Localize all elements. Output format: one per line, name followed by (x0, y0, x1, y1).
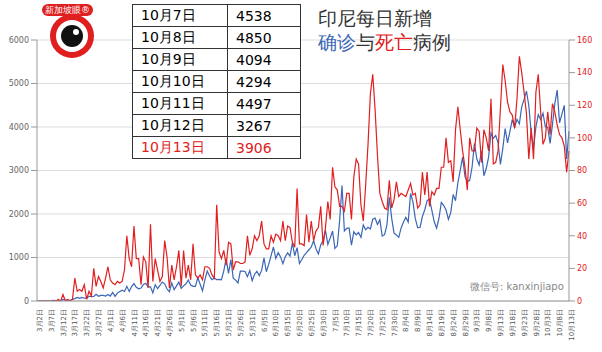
svg-text:5000: 5000 (9, 79, 29, 88)
svg-text:6月15日: 6月15日 (284, 309, 292, 336)
svg-text:4000: 4000 (9, 123, 29, 132)
svg-text:5月31日: 5月31日 (249, 309, 257, 336)
html-text:10月9日: 10月9日 (141, 50, 196, 67)
html-text:微信号: kanxinjiapo: 微信号: kanxinjiapo (470, 281, 564, 292)
svg-text:9月3日: 9月3日 (473, 309, 481, 332)
svg-text:4月6日: 4月6日 (119, 309, 127, 332)
svg-text:40: 40 (577, 232, 587, 241)
svg-text:4月1日: 4月1日 (107, 309, 115, 332)
svg-text:60: 60 (577, 199, 587, 208)
svg-text:6月25日: 6月25日 (308, 309, 316, 336)
svg-text:7月20日: 7月20日 (367, 309, 375, 336)
html-text:3906: 3906 (236, 139, 272, 156)
svg-text:2000: 2000 (9, 210, 29, 219)
svg-text:0: 0 (577, 297, 582, 306)
html-text:确诊与死亡病例: 确诊与死亡病例 (318, 31, 451, 53)
html-text:3267: 3267 (236, 117, 272, 134)
svg-text:1000: 1000 (9, 253, 29, 262)
svg-text:9月28日: 9月28日 (533, 309, 541, 336)
svg-text:9月8日: 9月8日 (485, 309, 493, 332)
html-text:10月12日: 10月12日 (141, 116, 205, 133)
svg-text:5月6日: 5月6日 (190, 309, 198, 332)
svg-text:6月30日: 6月30日 (320, 309, 328, 336)
svg-text:3月22日: 3月22日 (83, 309, 91, 336)
svg-text:5月16日: 5月16日 (213, 309, 221, 336)
svg-text:100: 100 (577, 134, 592, 143)
svg-text:6月10日: 6月10日 (272, 309, 280, 336)
svg-text:5月1日: 5月1日 (178, 309, 186, 332)
html-text:10月10日: 10月10日 (141, 72, 205, 89)
html-text:10月11日: 10月11日 (141, 94, 205, 111)
svg-text:5月21日: 5月21日 (225, 309, 233, 336)
svg-text:8月19日: 8月19日 (438, 309, 446, 336)
svg-text:3月2日: 3月2日 (36, 309, 44, 332)
html-text:4497: 4497 (236, 95, 272, 112)
svg-text:9月23日: 9月23日 (521, 309, 529, 336)
svg-text:7月25日: 7月25日 (379, 309, 387, 336)
svg-text:3月17日: 3月17日 (71, 309, 79, 336)
html-text:10月13日: 10月13日 (141, 138, 205, 155)
html-text:4850: 4850 (236, 29, 272, 46)
svg-text:7月15日: 7月15日 (355, 309, 363, 336)
svg-text:160: 160 (577, 36, 592, 45)
svg-text:5月11日: 5月11日 (201, 309, 209, 336)
svg-text:8月9日: 8月9日 (414, 309, 422, 332)
svg-text:8月24日: 8月24日 (450, 309, 458, 336)
svg-text:4月21日: 4月21日 (154, 309, 162, 336)
svg-text:4月16日: 4月16日 (142, 309, 150, 336)
html-text:10月7日: 10月7日 (141, 6, 196, 23)
html-text:10月8日: 10月8日 (141, 28, 196, 45)
svg-text:0: 0 (24, 297, 29, 306)
html-text:印尼每日新增: 印尼每日新增 (318, 7, 432, 29)
svg-text:10月13日: 10月13日 (568, 309, 576, 341)
svg-text:6月5日: 6月5日 (261, 309, 269, 332)
svg-text:3月27日: 3月27日 (95, 309, 103, 336)
svg-text:3月12日: 3月12日 (60, 309, 68, 336)
svg-text:120: 120 (577, 101, 592, 110)
svg-text:8月29日: 8月29日 (462, 309, 470, 336)
html-text:新加坡眼®: 新加坡眼® (45, 5, 90, 15)
svg-text:7月10日: 7月10日 (343, 309, 351, 336)
svg-text:6月20日: 6月20日 (296, 309, 304, 336)
html-text:4094: 4094 (236, 51, 272, 68)
svg-text:4月26日: 4月26日 (166, 309, 174, 336)
html-text:4294: 4294 (236, 73, 272, 90)
svg-text:3000: 3000 (9, 166, 29, 175)
svg-text:20: 20 (577, 264, 587, 273)
svg-text:6000: 6000 (9, 36, 29, 45)
svg-text:4月11日: 4月11日 (131, 309, 139, 336)
svg-text:140: 140 (577, 68, 592, 77)
html-text:4538: 4538 (236, 7, 272, 24)
svg-text:80: 80 (577, 166, 587, 175)
svg-text:10月8日: 10月8日 (556, 309, 564, 336)
svg-text:3月7日: 3月7日 (48, 309, 56, 332)
svg-text:5月26日: 5月26日 (237, 309, 245, 336)
svg-text:8月4日: 8月4日 (402, 309, 410, 332)
svg-text:7月5日: 7月5日 (332, 309, 340, 332)
svg-text:7月30日: 7月30日 (391, 309, 399, 336)
svg-text:9月18日: 9月18日 (509, 309, 517, 336)
svg-text:10月3日: 10月3日 (544, 309, 552, 336)
svg-text:9月13日: 9月13日 (497, 309, 505, 336)
svg-text:8月14日: 8月14日 (426, 309, 434, 336)
